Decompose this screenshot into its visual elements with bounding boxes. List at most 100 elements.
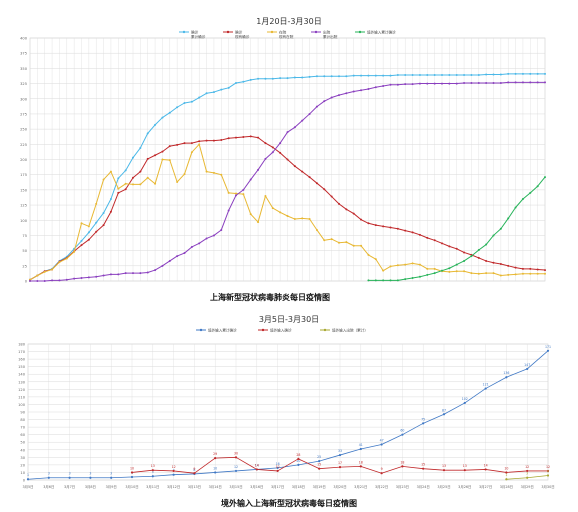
data-point [485, 81, 488, 84]
data-point [546, 349, 550, 352]
data-point [455, 82, 458, 85]
data-point [146, 271, 149, 274]
data-point [161, 264, 164, 267]
data-point [345, 92, 348, 95]
legend-marker [261, 328, 265, 332]
data-point [176, 143, 179, 146]
data-point [235, 192, 237, 195]
series-4 [367, 176, 546, 282]
data-point [176, 255, 179, 258]
data-point [65, 278, 68, 281]
data-point [95, 202, 98, 205]
x-tick-label: 3月18日 [292, 485, 305, 489]
data-point [448, 245, 451, 248]
data-point [330, 75, 333, 78]
data-label: 14 [255, 463, 259, 467]
data-point [374, 74, 377, 77]
data-point [297, 463, 300, 466]
data-point [404, 229, 407, 232]
data-point [352, 212, 355, 215]
data-point [73, 277, 76, 280]
data-point [220, 139, 223, 142]
y-tick-label: 75 [22, 234, 27, 238]
data-point [492, 73, 495, 76]
data-point [418, 263, 421, 266]
data-point [330, 96, 333, 99]
data-point [382, 225, 385, 228]
x-axis-ticks: 3月5日 3月6日 3月7日 3月8日 3月9日 3月10日 3月11日 3月12日 3月13日… [22, 485, 554, 489]
x-tick-label: 3月26日 [458, 485, 471, 489]
imported-cases-chart: 3月5日-3月30日 境外输入累计确诊 境外输入确诊 境外输入出院（累计） 0102… [18, 315, 554, 508]
x-tick-label: 3月14日 [209, 485, 222, 489]
data-point [109, 170, 112, 173]
data-point [205, 237, 208, 240]
data-label: 41 [359, 443, 363, 447]
data-point [117, 191, 120, 194]
data-label: 60 [400, 429, 404, 433]
data-point [448, 270, 451, 273]
data-point [271, 146, 274, 149]
data-point [132, 272, 134, 275]
legend-marker [199, 328, 203, 332]
data-point [485, 259, 488, 262]
y-tick-label: 20 [20, 463, 25, 467]
data-point [441, 242, 443, 245]
data-point [426, 267, 429, 270]
y-tick-label: 350 [20, 67, 28, 71]
data-point [396, 227, 399, 230]
data-point [151, 469, 154, 472]
y-tick-label: 140 [18, 373, 26, 377]
chart-title: 3月5日-3月30日 [259, 315, 319, 324]
data-point [43, 280, 46, 282]
data-point [536, 272, 539, 275]
data-point [382, 279, 385, 282]
data-point [448, 74, 451, 77]
y-tick-label: 375 [20, 52, 27, 56]
data-point [172, 473, 175, 476]
data-point [323, 75, 326, 78]
data-point [352, 244, 355, 247]
data-point [168, 111, 171, 114]
data-point [499, 274, 502, 277]
series-2 [29, 143, 546, 281]
data-point [359, 447, 362, 451]
data-label: 25 [317, 455, 321, 459]
data-point [433, 82, 436, 85]
data-point [293, 218, 296, 221]
data-point [146, 176, 149, 179]
data-point [308, 176, 311, 179]
legend-label: 确诊 [191, 29, 199, 34]
data-point [338, 202, 340, 205]
data-point [249, 78, 252, 81]
data-label: 102 [462, 397, 468, 401]
data-point [418, 74, 421, 77]
chart-caption: 境外输入上海新型冠状病毒每日疫情图 [221, 498, 357, 508]
data-point [492, 272, 495, 275]
data-point [279, 142, 282, 145]
legend-sublabel: 现有在院 [279, 34, 294, 39]
data-label: 3 [110, 472, 112, 476]
data-point [279, 211, 282, 214]
data-label: 14 [255, 463, 259, 467]
series-2: 1 3 6 [505, 469, 550, 481]
data-point [401, 465, 404, 468]
data-point [95, 275, 98, 278]
data-point [124, 169, 127, 172]
data-point [80, 222, 83, 225]
data-label: 5 [152, 470, 154, 474]
x-tick-label: 3月30日 [541, 485, 554, 489]
data-point [323, 188, 326, 191]
data-point [463, 251, 466, 254]
data-point [529, 267, 532, 270]
y-tick-label: 225 [20, 143, 27, 147]
data-point [477, 249, 480, 252]
data-label: 13 [442, 464, 446, 468]
x-tick-label: 3月21日 [354, 485, 367, 489]
data-point [389, 265, 392, 268]
data-point [51, 279, 54, 282]
data-point [110, 476, 113, 479]
data-point [360, 89, 363, 92]
data-point [442, 413, 446, 416]
data-point [455, 74, 458, 77]
data-point [257, 168, 260, 171]
